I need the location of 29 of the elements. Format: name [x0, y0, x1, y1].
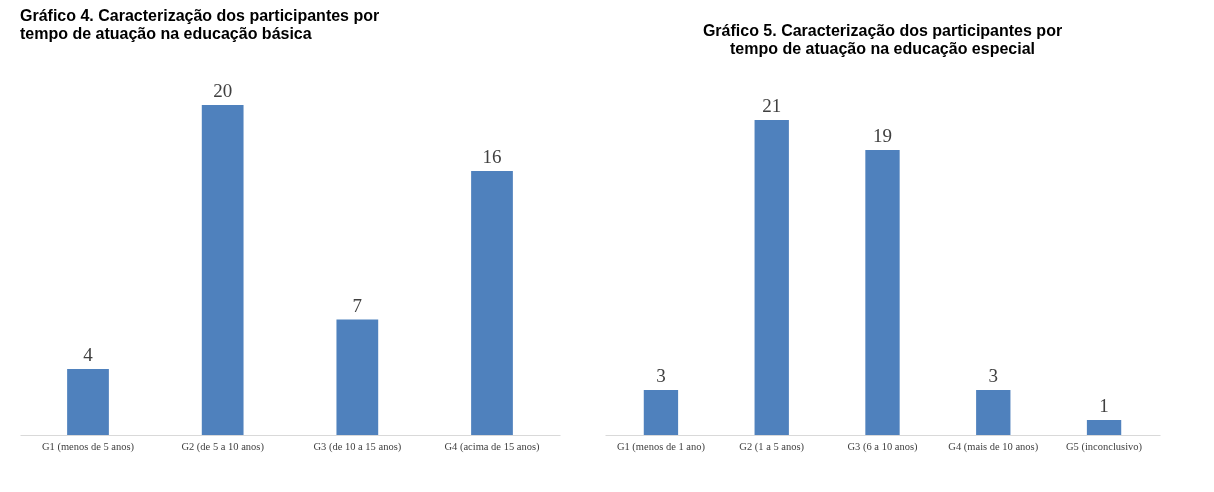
x-tick-label: G2 (de 5 a 10 anos): [181, 440, 265, 453]
data-label: 4: [83, 344, 94, 365]
bar: [201, 105, 244, 435]
data-label: 3: [656, 365, 666, 386]
bar: [336, 319, 379, 435]
bar: [865, 150, 900, 435]
x-tick-label: G1 (menos de 5 anos): [41, 440, 135, 453]
bar: [67, 369, 109, 435]
data-label: 20: [213, 80, 233, 101]
bar: [643, 390, 679, 435]
data-label: 1: [1099, 395, 1109, 416]
data-label: 7: [352, 294, 363, 316]
data-label: 19: [873, 125, 892, 146]
x-tick-label: G3 (6 a 10 anos): [847, 440, 918, 453]
bar: [754, 120, 789, 435]
x-tick-label: G4 (acima de 15 anos): [444, 440, 541, 453]
data-label: 16: [482, 146, 502, 167]
bar: [471, 171, 513, 435]
data-label: 3: [988, 365, 999, 386]
x-tick-label: G4 (mais de 10 anos): [948, 440, 1039, 453]
x-tick-label: G3 (de 10 a 15 anos): [313, 440, 402, 453]
x-tick-label: G1 (menos de 1 ano): [616, 440, 706, 453]
data-label: 21: [762, 95, 782, 116]
x-tick-label: G2 (1 a 5 anos): [739, 440, 805, 453]
chart-title: Gráfico 5. Caracterização dos participantes por tempo de atuação na educação especial: [702, 22, 1063, 57]
x-tick-label: G5 (inconclusivo): [1065, 440, 1143, 453]
bar: [1086, 420, 1122, 435]
chart-title: Gráfico 4. Caracterização dos participantes por tempo de atuação na educação básica: [20, 7, 380, 42]
bar: [976, 390, 1011, 435]
